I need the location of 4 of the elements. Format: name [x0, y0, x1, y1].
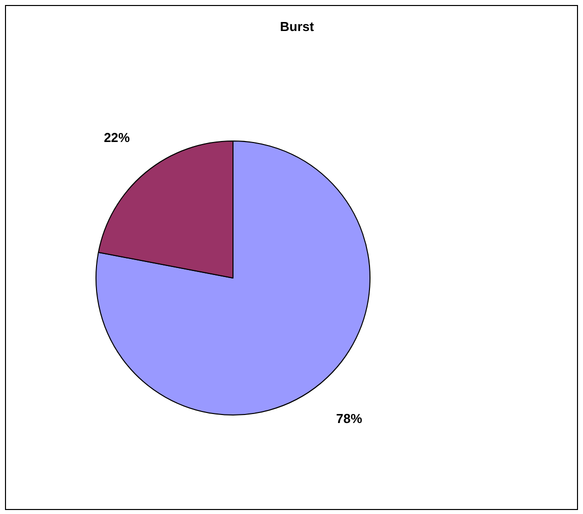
chart-title: Burst	[280, 19, 315, 34]
data-label: 22%	[104, 130, 130, 146]
data-label: 78%	[336, 410, 363, 426]
pie-slice	[96, 140, 370, 416]
